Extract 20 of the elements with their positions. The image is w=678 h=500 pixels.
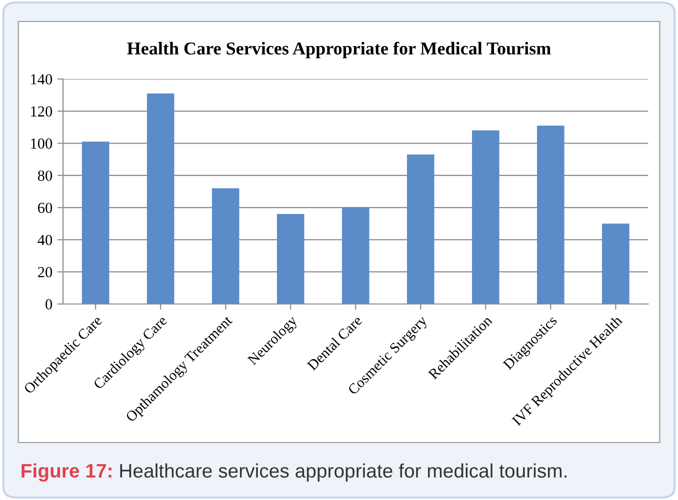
bar [146,93,174,304]
y-tick-label: 20 [38,267,52,278]
bar [406,154,434,304]
chart-title: Health Care Services Appropriate for Medical Tourism [127,42,551,58]
y-tick-label: 100 [31,138,52,149]
bar [276,214,304,304]
y-tick-label: 0 [46,299,52,310]
y-tick-label: 60 [38,202,52,214]
y-tick-label: 80 [38,170,52,181]
bar [472,130,500,304]
caption: Figure 17: [22,463,112,482]
bar [82,142,110,304]
y-tick-label: 40 [38,234,52,246]
bar [536,126,564,304]
y-tick-label: 140 [31,74,52,84]
text: Healthcare services appropriate for medical tourism. [120,463,566,482]
bar [342,208,370,304]
bar [212,188,240,304]
y-tick-label: 120 [31,106,52,117]
bar [602,224,630,304]
